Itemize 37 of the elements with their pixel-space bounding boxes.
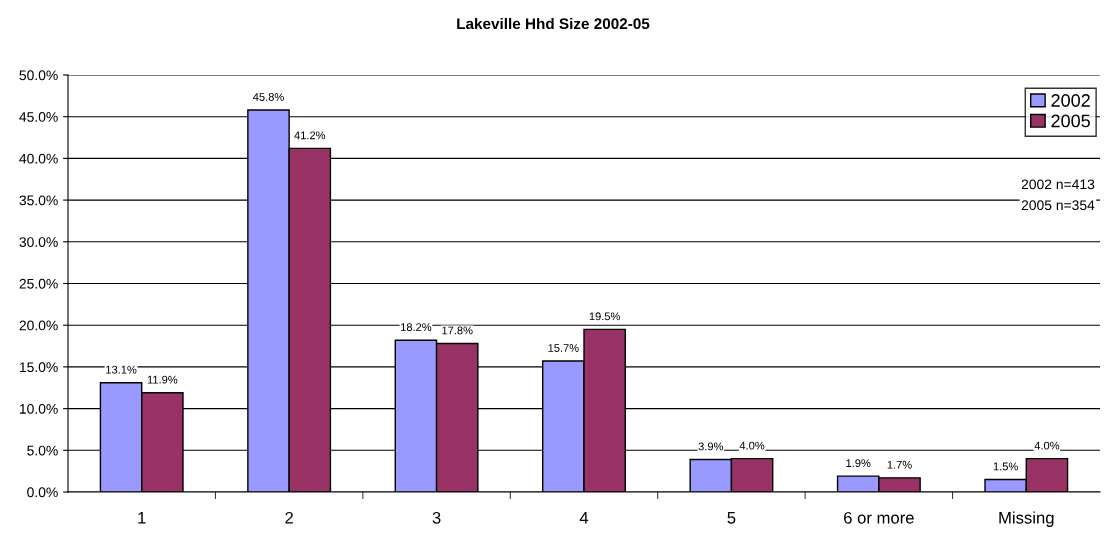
annotation: 2002 n=413: [1021, 179, 1095, 190]
data-label: 15.7%: [548, 344, 579, 352]
y-tick-label: 20.0%: [19, 320, 58, 331]
data-label: 19.5%: [589, 312, 620, 321]
x-tick-label: 6 or more: [844, 511, 914, 524]
y-tick-label: 25.0%: [19, 278, 58, 289]
y-tick-label: 35.0%: [19, 195, 58, 206]
y-tick-label: 30.0%: [19, 237, 58, 247]
y-tick-label: 15.0%: [19, 362, 58, 373]
data-label: 11.9%: [147, 375, 178, 384]
data-label: 4.0%: [1034, 441, 1060, 450]
x-tick-label: 3: [432, 511, 441, 524]
y-tick-label: 5.0%: [27, 445, 58, 456]
data-label: 4.0%: [739, 441, 765, 450]
data-label: 13.1%: [106, 365, 137, 374]
x-tick-label: 4: [579, 512, 589, 524]
data-label: 1.7%: [887, 460, 912, 469]
data-label: 1.5%: [993, 462, 1018, 471]
chart-title: Lakeville Hhd Size 2002-05: [457, 17, 650, 30]
data-label: 45.8%: [253, 93, 284, 101]
x-tick-label: Missing: [999, 511, 1054, 527]
y-tick-label: 10.0%: [19, 403, 58, 414]
data-label: 3.9%: [698, 442, 724, 451]
x-tick-label: 5: [727, 512, 736, 524]
data-label: 17.8%: [442, 326, 473, 335]
y-tick-label: 45.0%: [19, 112, 58, 122]
data-label: 41.2%: [294, 131, 326, 140]
annotation: 2005 n=354: [1021, 200, 1095, 211]
y-tick-label: 50.0%: [19, 70, 58, 81]
x-tick-label: 2: [285, 511, 293, 524]
data-label: 1.9%: [846, 459, 871, 468]
y-tick-label: 0.0%: [27, 487, 58, 498]
data-label: 18.2%: [401, 323, 432, 332]
legend-label: 2002: [1051, 94, 1090, 107]
legend-label: 2005: [1051, 114, 1090, 128]
y-tick-label: 40.0%: [19, 153, 58, 164]
x-tick-label: 1: [138, 512, 146, 524]
